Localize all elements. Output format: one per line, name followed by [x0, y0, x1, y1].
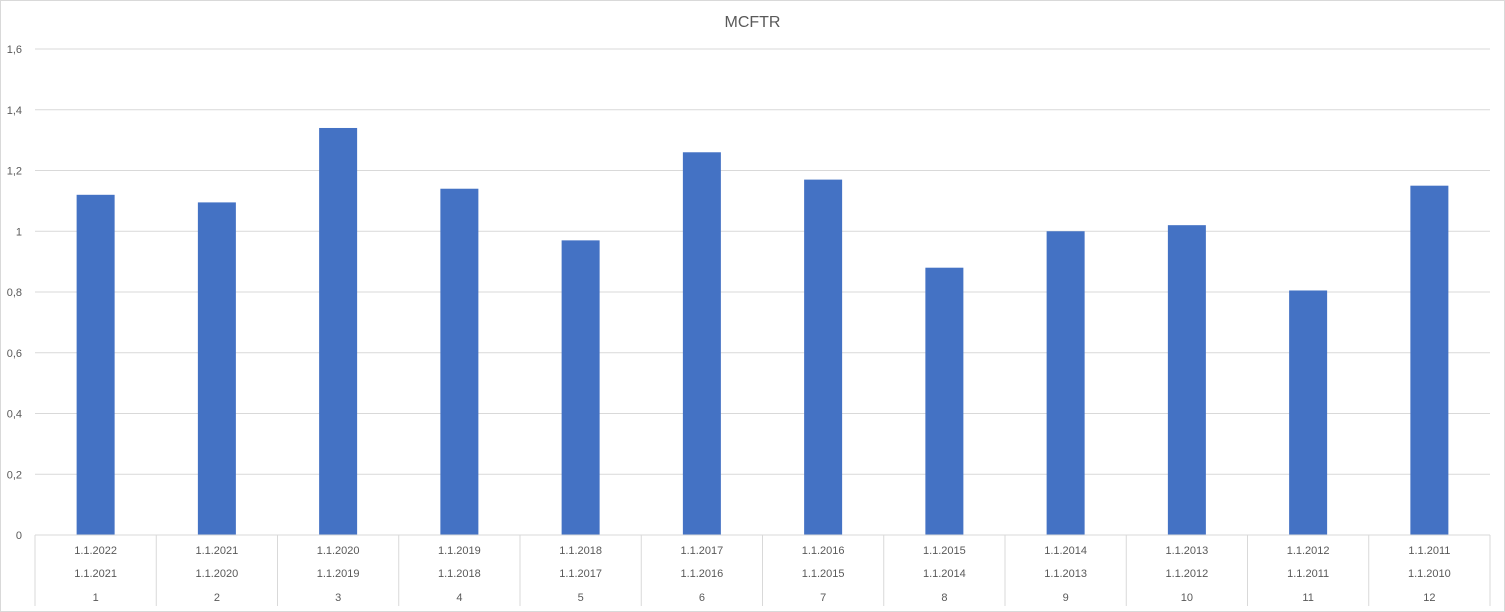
- x-tick-label-row1: 1.1.2021: [195, 545, 238, 557]
- x-tick-label-row3: 9: [1063, 592, 1069, 604]
- bar: [925, 267, 964, 535]
- bar: [197, 202, 236, 536]
- x-tick-label-row1: 1.1.2012: [1287, 545, 1330, 557]
- bar: [1410, 185, 1449, 535]
- x-tick-label-row3: 1: [93, 592, 99, 604]
- chart-title: MCFTR: [724, 14, 781, 31]
- bar: [804, 179, 843, 536]
- x-tick-label-row1: 1.1.2014: [1044, 545, 1087, 557]
- x-tick-label-row3: 10: [1181, 592, 1193, 604]
- y-tick-label: 1,6: [7, 44, 22, 56]
- bar: [76, 194, 115, 536]
- x-tick-label-row2: 1.1.2010: [1408, 568, 1451, 580]
- y-tick-label: 0,4: [7, 409, 22, 421]
- x-tick-label-row3: 3: [335, 592, 341, 604]
- x-tick-label-row2: 1.1.2013: [1044, 568, 1087, 580]
- x-tick-label-row3: 6: [699, 592, 705, 604]
- bar: [561, 240, 600, 536]
- x-tick-label-row1: 1.1.2015: [923, 545, 966, 557]
- x-tick-label-row2: 1.1.2015: [802, 568, 845, 580]
- x-tick-label-row1: 1.1.2018: [559, 545, 602, 557]
- x-tick-label-row3: 7: [820, 592, 826, 604]
- x-tick-label-row3: 5: [578, 592, 584, 604]
- bar: [1289, 290, 1328, 535]
- bar: [1046, 231, 1085, 535]
- x-tick-label-row1: 1.1.2022: [74, 545, 117, 557]
- x-tick-label-row3: 4: [456, 592, 462, 604]
- x-tick-label-row3: 12: [1423, 592, 1435, 604]
- x-tick-label-row2: 1.1.2017: [559, 568, 602, 580]
- x-tick-label-row1: 1.1.2020: [317, 545, 360, 557]
- y-tick-label: 0,6: [7, 348, 22, 360]
- y-tick-label: 1,4: [7, 105, 22, 117]
- x-tick-label-row2: 1.1.2021: [74, 568, 117, 580]
- x-tick-label-row1: 1.1.2016: [802, 545, 845, 557]
- x-tick-label-row1: 1.1.2017: [680, 545, 723, 557]
- bar: [1167, 225, 1206, 536]
- x-tick-label-row2: 1.1.2016: [680, 568, 723, 580]
- bar: [319, 127, 358, 535]
- x-tick-label-row3: 8: [941, 592, 947, 604]
- y-tick-label: 1: [16, 226, 22, 238]
- x-tick-label-row2: 1.1.2011: [1287, 568, 1329, 580]
- y-tick-label: 0,2: [7, 469, 22, 481]
- y-tick-label: 0: [16, 530, 22, 542]
- x-tick-label-row1: 1.1.2019: [438, 545, 481, 557]
- x-tick-label-row2: 1.1.2019: [317, 568, 360, 580]
- y-tick-label: 1,2: [7, 166, 22, 178]
- y-tick-label: 0,8: [7, 287, 22, 299]
- x-tick-label-row2: 1.1.2018: [438, 568, 481, 580]
- x-tick-label-row2: 1.1.2014: [923, 568, 966, 580]
- x-tick-label-row2: 1.1.2012: [1165, 568, 1208, 580]
- x-tick-label-row3: 2: [214, 592, 220, 604]
- x-tick-label-row1: 1.1.2011: [1408, 545, 1450, 557]
- x-tick-label-row2: 1.1.2020: [195, 568, 238, 580]
- bar: [682, 152, 721, 535]
- x-tick-label-row3: 11: [1302, 592, 1313, 604]
- bar: [440, 188, 479, 535]
- x-tick-label-row1: 1.1.2013: [1165, 545, 1208, 557]
